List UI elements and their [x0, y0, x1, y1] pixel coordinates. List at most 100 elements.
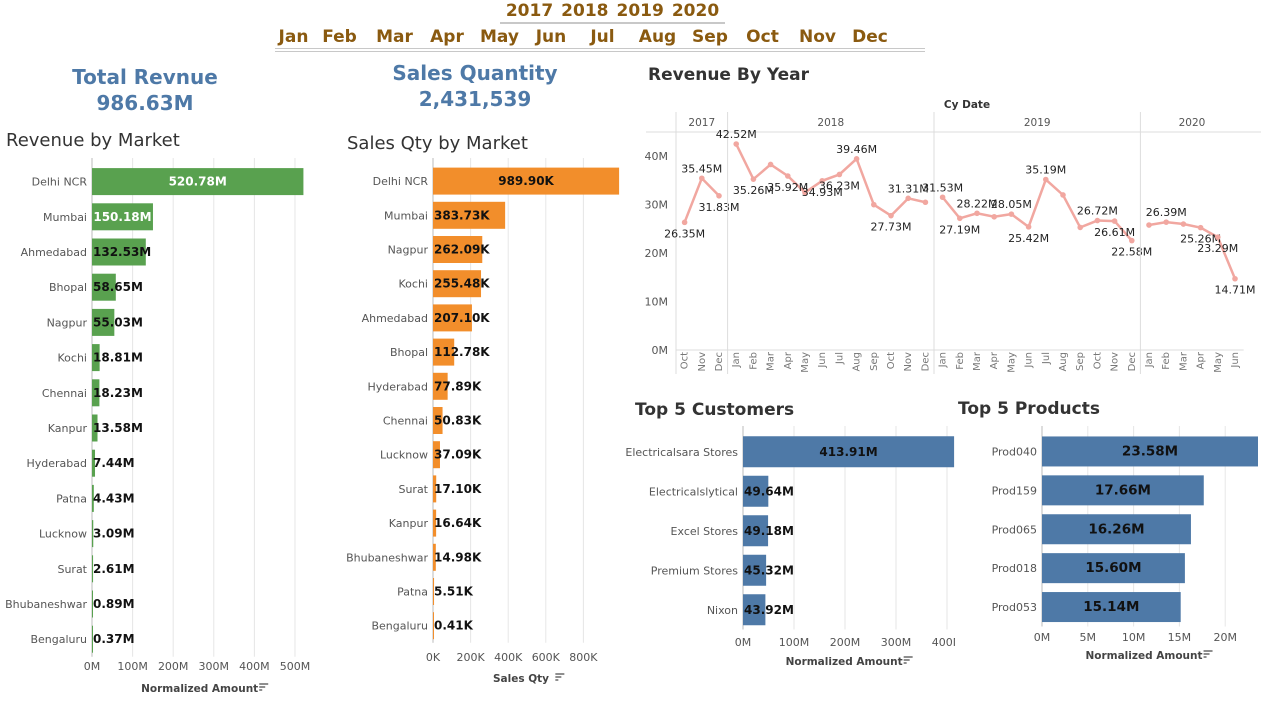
bar[interactable]	[433, 441, 440, 469]
bar[interactable]	[433, 338, 455, 366]
bar[interactable]	[92, 308, 115, 336]
data-point[interactable]	[785, 173, 791, 179]
data-point[interactable]	[853, 156, 860, 162]
bar[interactable]	[1042, 592, 1181, 623]
bar[interactable]	[433, 543, 436, 571]
data-point[interactable]	[1180, 221, 1187, 227]
data-point[interactable]	[716, 193, 722, 199]
bar[interactable]	[433, 475, 437, 503]
bar[interactable]	[92, 273, 116, 301]
bar[interactable]	[92, 168, 304, 196]
data-label: 13.58M	[93, 421, 143, 435]
data-point[interactable]	[681, 219, 688, 226]
data-label: 49.64M	[744, 484, 794, 498]
year-filter-item[interactable]: 2017	[505, 1, 554, 21]
month-filter-item[interactable]: Mar	[376, 27, 413, 47]
bar[interactable]	[433, 407, 443, 434]
sort-icon[interactable]	[1203, 650, 1213, 658]
data-point[interactable]	[1232, 275, 1238, 282]
bar[interactable]	[92, 484, 94, 512]
month-filter-item[interactable]: Feb	[322, 27, 357, 47]
month-filter-item[interactable]: May	[480, 27, 519, 47]
bar[interactable]	[743, 436, 955, 468]
bar[interactable]	[433, 304, 472, 332]
year-filter-item[interactable]: 2018	[561, 1, 609, 21]
data-point[interactable]	[1060, 192, 1066, 198]
year-filter-item[interactable]: 2020	[671, 1, 720, 21]
data-point[interactable]	[1197, 224, 1204, 231]
data-point[interactable]	[957, 215, 963, 222]
data-point[interactable]	[836, 171, 843, 178]
month-filter-item[interactable]: Oct	[746, 27, 779, 47]
data-point[interactable]	[1043, 176, 1049, 183]
data-point[interactable]	[939, 194, 946, 201]
x-tick-label: Jan	[731, 352, 742, 368]
data-point[interactable]	[905, 195, 911, 202]
year-filter-item[interactable]: 2019	[616, 1, 664, 21]
data-point[interactable]	[1008, 211, 1015, 217]
bar[interactable]	[433, 270, 482, 298]
data-point[interactable]	[1025, 224, 1032, 230]
category-label: Electricalslytical	[649, 485, 738, 498]
bar[interactable]	[92, 238, 146, 266]
bar[interactable]	[92, 203, 153, 231]
data-point[interactable]	[1215, 234, 1221, 240]
data-point[interactable]	[974, 210, 980, 217]
data-point[interactable]	[802, 189, 808, 196]
month-filter-item[interactable]: Nov	[799, 27, 836, 47]
bar[interactable]	[1042, 475, 1204, 506]
bar[interactable]	[92, 344, 100, 372]
data-point[interactable]	[1111, 218, 1118, 224]
data-label: 43.92M	[744, 603, 794, 617]
data-point[interactable]	[1163, 219, 1169, 225]
bar[interactable]	[743, 515, 769, 547]
bar[interactable]	[92, 379, 100, 407]
data-label: 39.46M	[836, 143, 877, 156]
data-point[interactable]	[767, 161, 774, 168]
bar[interactable]	[92, 625, 93, 653]
data-point[interactable]	[991, 213, 997, 220]
sort-icon[interactable]	[259, 683, 269, 691]
month-filter-item[interactable]: Sep	[692, 27, 728, 47]
bar[interactable]	[433, 509, 437, 537]
data-point[interactable]	[1129, 237, 1135, 244]
month-filter-item[interactable]: Apr	[430, 27, 464, 47]
category-label: Hyderabad	[27, 457, 88, 470]
data-point[interactable]	[699, 175, 705, 182]
month-filter-item[interactable]: Jul	[590, 27, 615, 47]
bar[interactable]	[92, 449, 96, 477]
month-filter-item[interactable]: Aug	[638, 27, 677, 47]
bar[interactable]	[433, 201, 506, 229]
bar[interactable]	[433, 578, 435, 605]
data-point[interactable]	[1094, 217, 1101, 224]
data-point[interactable]	[819, 177, 825, 184]
sort-icon[interactable]	[555, 673, 565, 681]
bar[interactable]	[1042, 514, 1191, 545]
month-filter-item[interactable]: Dec	[852, 27, 888, 47]
bar[interactable]	[743, 594, 766, 626]
bar[interactable]	[433, 372, 448, 400]
bar[interactable]	[92, 590, 93, 618]
data-point[interactable]	[871, 201, 877, 208]
month-filter-item[interactable]: Jan	[278, 27, 309, 47]
data-point[interactable]	[922, 199, 929, 206]
bar[interactable]	[433, 167, 620, 195]
bar[interactable]	[433, 236, 483, 263]
bar[interactable]	[1042, 436, 1258, 467]
month-filter-item[interactable]: Jun	[535, 27, 567, 47]
data-point[interactable]	[750, 176, 757, 182]
sort-icon[interactable]	[903, 656, 913, 664]
bar[interactable]	[743, 475, 769, 507]
data-point[interactable]	[1146, 222, 1152, 228]
data-point[interactable]	[733, 141, 739, 147]
bar[interactable]	[1042, 553, 1185, 584]
data-label: 15.60M	[1085, 560, 1141, 576]
bar[interactable]	[433, 612, 434, 640]
bar[interactable]	[92, 414, 98, 442]
x-tick-label: Feb	[748, 352, 759, 370]
bar[interactable]	[743, 554, 767, 586]
bar[interactable]	[92, 555, 94, 583]
data-point[interactable]	[1077, 224, 1083, 231]
data-point[interactable]	[888, 212, 894, 219]
bar[interactable]	[92, 520, 94, 548]
